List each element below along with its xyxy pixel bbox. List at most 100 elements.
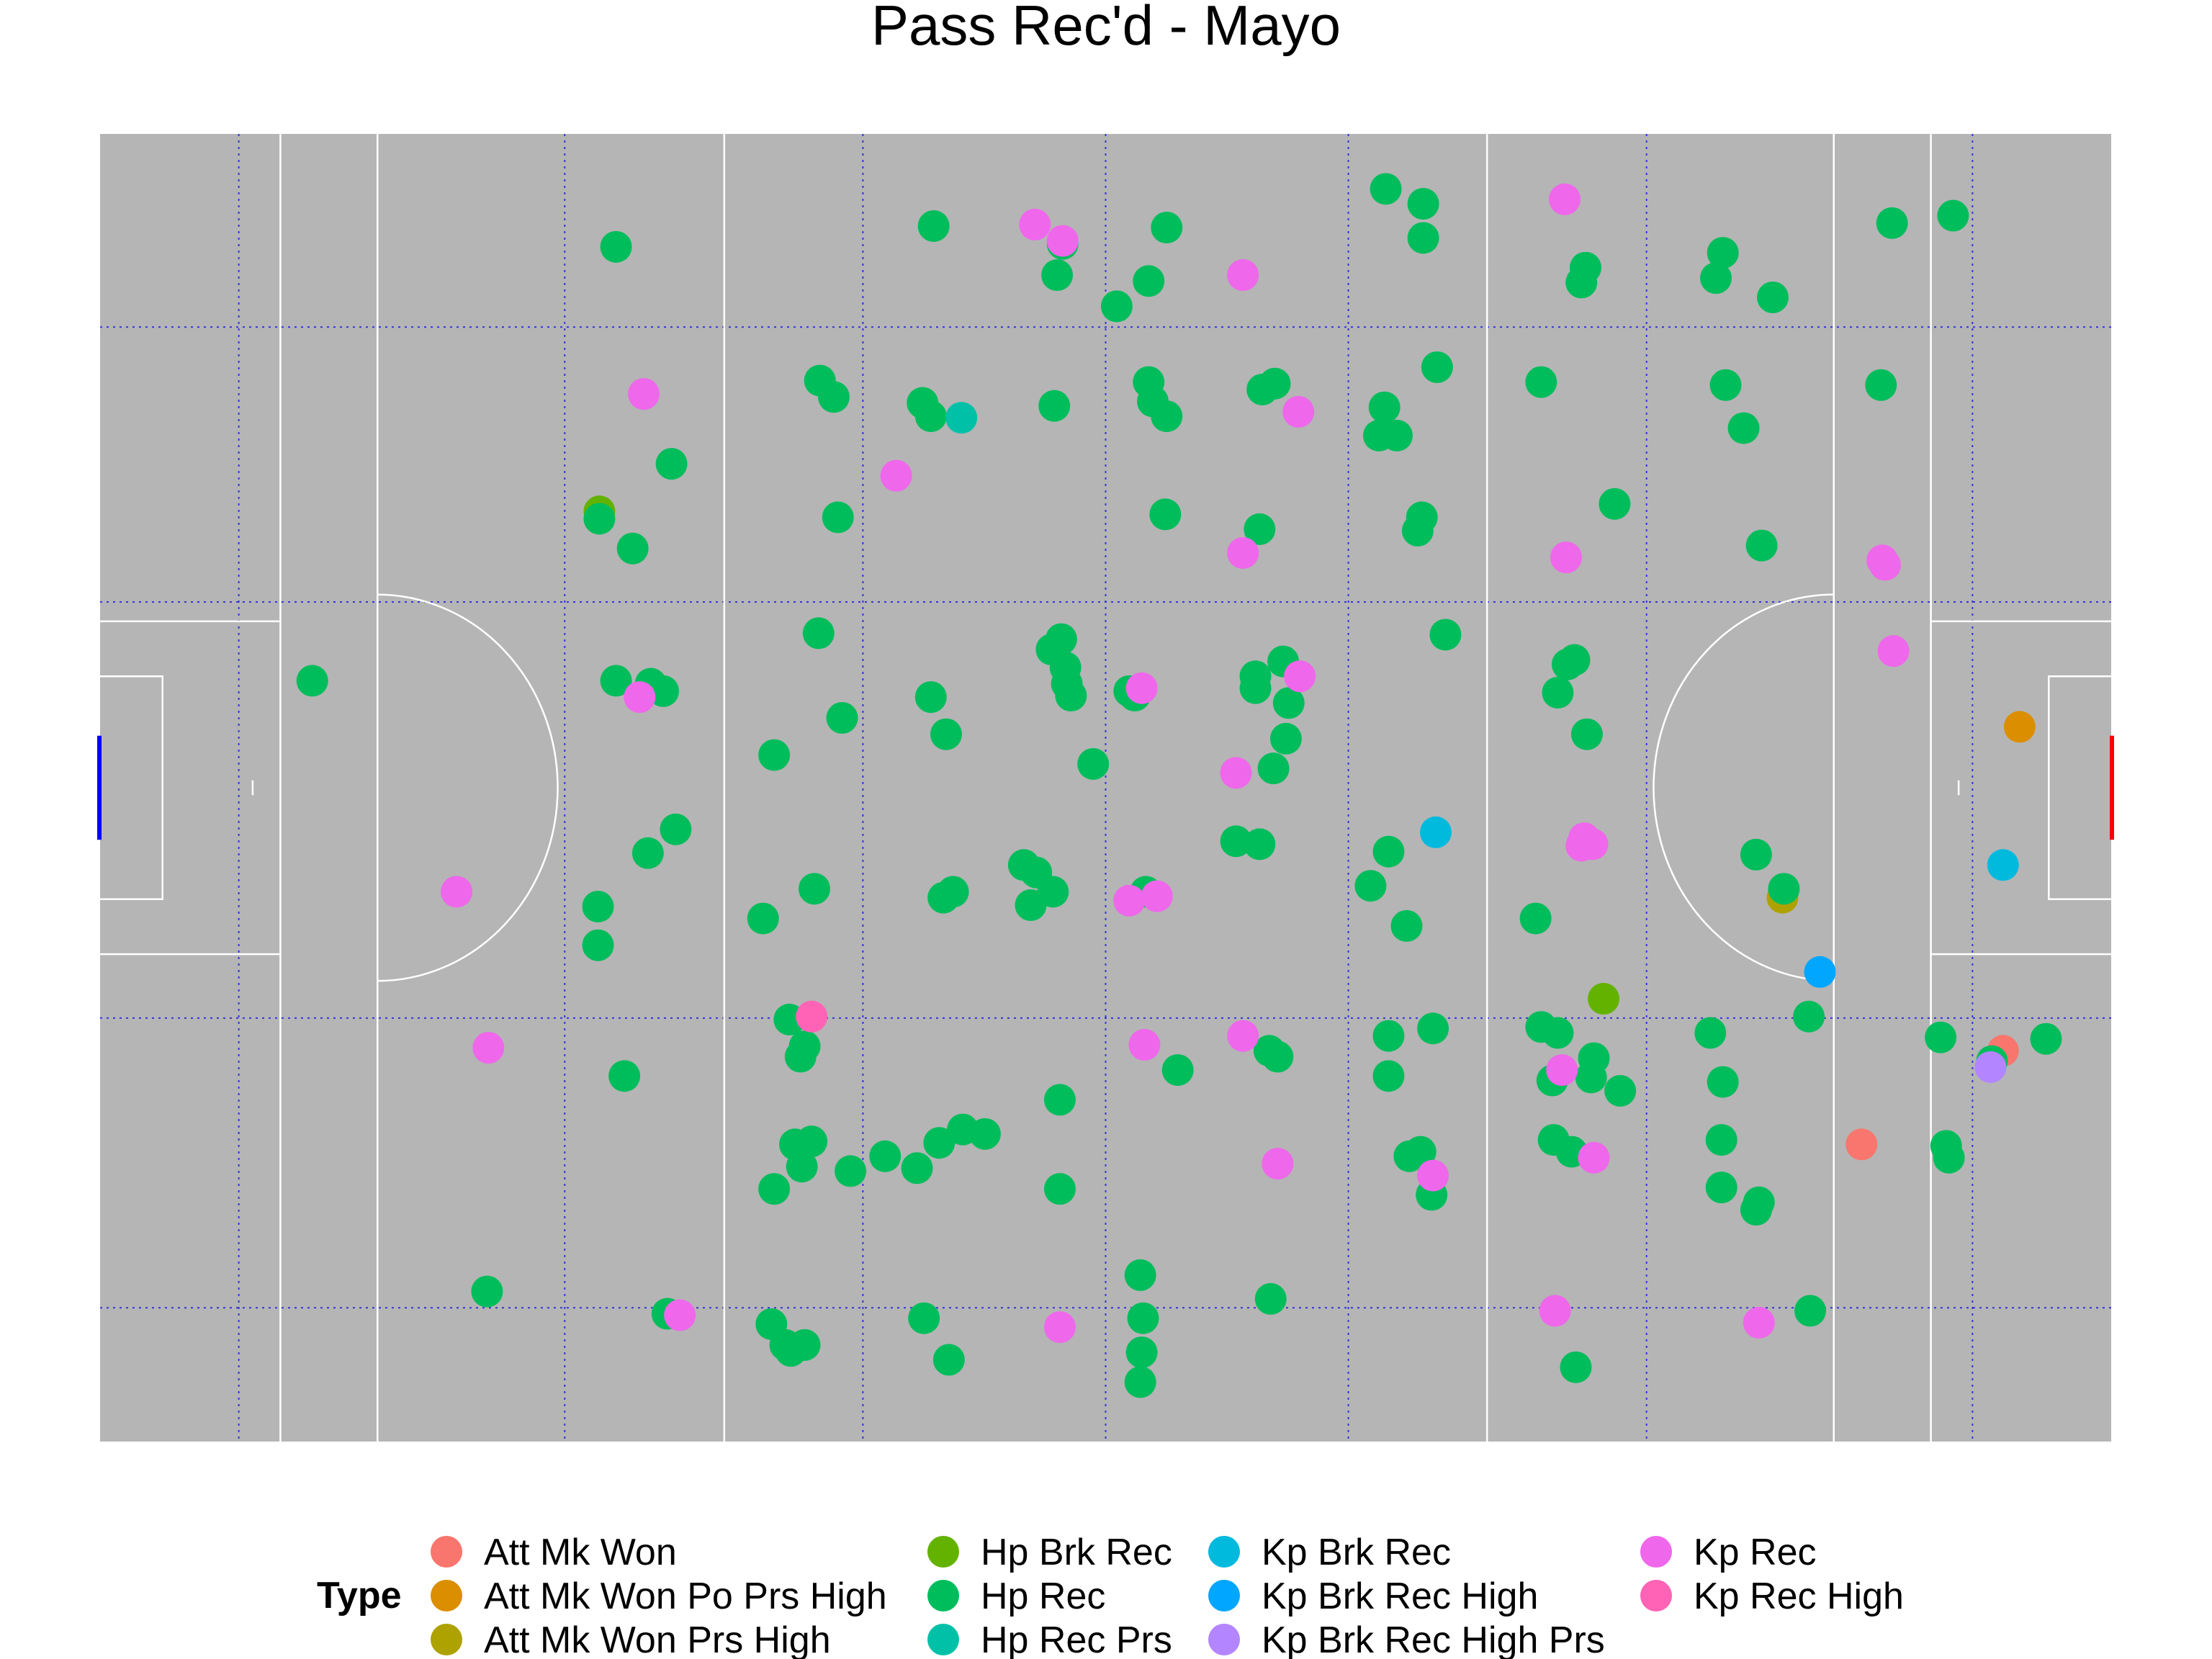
- point-hp-rec: [798, 873, 830, 905]
- point-hp-rec: [1542, 676, 1574, 709]
- point-hp-rec: [1768, 873, 1800, 905]
- point-hp-rec: [758, 1173, 791, 1205]
- arc-right: [1653, 593, 1834, 982]
- point-hp-rec: [1565, 266, 1598, 299]
- point-hp-rec: [1421, 351, 1453, 383]
- point-hp-rec: [1937, 199, 1969, 232]
- point-hp-rec: [1401, 514, 1434, 547]
- point-kp-brk-rec: [1419, 816, 1452, 848]
- point-kp-brk-rec-high-prs: [1974, 1051, 2007, 1083]
- legend-key: [927, 1624, 959, 1655]
- legend-label: Kp Rec: [1694, 1532, 1817, 1573]
- point-hp-rec: [1244, 513, 1276, 545]
- legend-label: Hp Rec: [981, 1575, 1105, 1617]
- legend-label: Att Mk Won Po Prs High: [484, 1575, 887, 1617]
- point-hp-rec: [1865, 369, 1897, 401]
- point-hp-rec: [758, 739, 791, 771]
- point-hp-rec: [1161, 1054, 1194, 1087]
- point-hp-rec: [932, 1344, 965, 1376]
- point-hp-rec: [1700, 262, 1732, 295]
- legend-label: Kp Brk Rec: [1262, 1532, 1451, 1573]
- legend-key: [1208, 1580, 1240, 1611]
- point-kp-rec: [1417, 1159, 1449, 1192]
- point-hp-rec: [1417, 1012, 1449, 1045]
- point-hp-rec: [1125, 1336, 1158, 1369]
- point-kp-rec: [1220, 757, 1252, 789]
- point-hp-rec: [901, 1152, 933, 1184]
- point-hp-rec: [582, 891, 614, 923]
- point-kp-rec: [1565, 830, 1598, 862]
- point-hp-rec: [1705, 1124, 1737, 1156]
- point-hp-rec: [835, 1155, 867, 1187]
- point-hp-rec: [1745, 529, 1778, 562]
- point-hp-rec: [296, 665, 328, 697]
- point-kp-rec: [1046, 225, 1079, 257]
- point-hp-rec: [631, 837, 664, 869]
- point-hp-rec: [582, 929, 614, 961]
- point-hp-rec: [1390, 909, 1423, 942]
- small-rectangle-left: [100, 675, 163, 901]
- legend-title: Type: [317, 1575, 402, 1617]
- point-kp-rec-high: [796, 1000, 828, 1033]
- point-hp-rec: [1705, 1172, 1737, 1204]
- point-hp-rec: [1429, 619, 1462, 651]
- legend-key: [1208, 1624, 1240, 1655]
- point-kp-rec: [1550, 541, 1583, 574]
- point-hp-rec: [1707, 237, 1739, 269]
- point-hp-rec: [1519, 902, 1552, 935]
- point-hp-rec: [1407, 187, 1439, 220]
- legend-key: [431, 1624, 462, 1655]
- point-kp-rec: [1282, 395, 1315, 428]
- legend-key: [1640, 1536, 1672, 1568]
- point-kp-rec: [1128, 1029, 1161, 1061]
- legend-key: [431, 1580, 462, 1611]
- point-hp-rec: [914, 681, 947, 714]
- point-hp-rec: [1372, 835, 1405, 868]
- point-kp-rec: [1549, 183, 1581, 215]
- point-hp-rec: [1933, 1141, 1965, 1174]
- large-rectangle-right: [1930, 620, 2111, 956]
- point-hp-rec: [600, 665, 632, 697]
- point-hp-rec: [1694, 1017, 1727, 1049]
- point-hp-rec: [1151, 400, 1183, 433]
- point-kp-rec: [1227, 536, 1259, 569]
- point-hp-rec: [616, 532, 649, 565]
- point-kp-rec: [1113, 884, 1146, 917]
- point-hp-rec: [1558, 644, 1591, 676]
- legend-label: Kp Rec High: [1694, 1575, 1904, 1617]
- point-hp-rec: [1727, 412, 1760, 444]
- point-hp-rec: [1149, 498, 1182, 531]
- point-kp-rec: [1284, 660, 1316, 693]
- large-rectangle-left: [100, 620, 281, 956]
- legend-label: Kp Brk Rec High: [1262, 1575, 1538, 1617]
- point-hp-rec: [1244, 828, 1276, 860]
- point-hp-rec: [914, 400, 947, 433]
- point-hp-rec: [1404, 1136, 1437, 1168]
- point-hp-rec: [786, 1151, 818, 1183]
- point-hp-rec: [822, 501, 854, 534]
- point-hp-rec: [1045, 623, 1077, 655]
- point-hp-rec: [1381, 419, 1413, 451]
- point-hp-rec: [937, 876, 969, 908]
- legend-label: Kp Brk Rec High Prs: [1262, 1619, 1605, 1659]
- point-hp-rec: [802, 617, 835, 649]
- point-kp-rec: [1743, 1306, 1775, 1339]
- point-hp-rec: [1124, 1259, 1156, 1291]
- point-hp-rec: [1055, 680, 1087, 712]
- legend-key: [927, 1580, 959, 1611]
- point-hp-rec: [1254, 1282, 1287, 1315]
- point-kp-rec: [1141, 880, 1173, 912]
- point-hp-rec: [660, 813, 692, 845]
- point-kp-rec: [441, 876, 473, 908]
- point-hp-rec: [784, 1040, 817, 1073]
- point-hp-rec: [1041, 259, 1074, 292]
- legend-key: [1208, 1536, 1240, 1568]
- point-kp-brk-rec: [1987, 849, 2019, 881]
- legend-key: [1640, 1580, 1672, 1611]
- point-hp-rec: [583, 503, 616, 535]
- point-hp-rec: [600, 230, 632, 263]
- point-hp-rec: [826, 702, 858, 734]
- point-kp-rec: [1125, 672, 1158, 704]
- point-hp-rec: [1370, 173, 1402, 205]
- chart-title: Pass Rec'd - Mayo: [871, 0, 1341, 57]
